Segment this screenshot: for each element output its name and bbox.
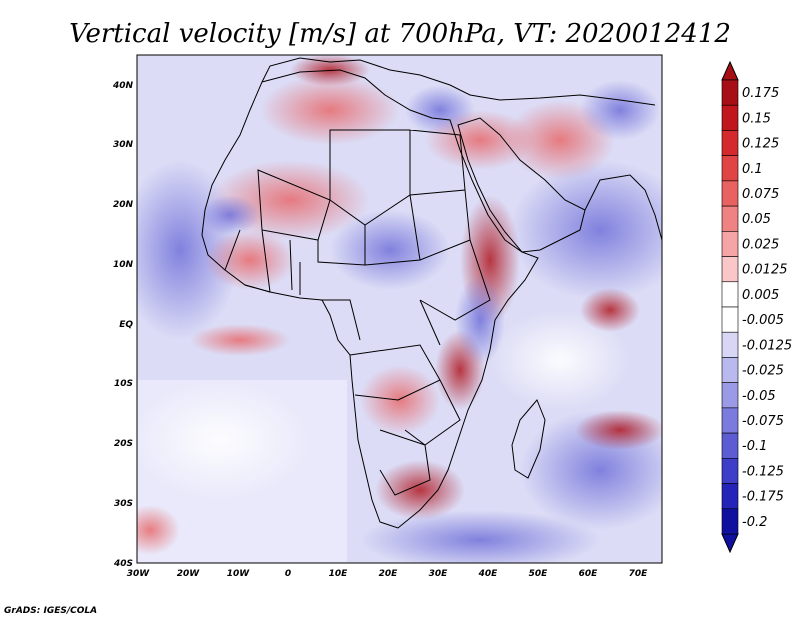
map-title: Vertical velocity [m/s] at 700hPa, VT: 2… (69, 19, 731, 49)
lon-tick-label: 30E (429, 569, 449, 579)
lon-tick-label: 20E (379, 569, 399, 579)
colorbar-segment (721, 180, 739, 207)
colorbar-label: 0.025 (742, 237, 779, 252)
lat-tick-label: 10S (114, 379, 133, 389)
colorbar-label: 0.125 (742, 137, 779, 152)
colorbar-label: 0.175 (742, 86, 779, 101)
colorbar-segment (721, 458, 739, 484)
field-patch (375, 460, 465, 520)
colorbar-segment (721, 508, 739, 535)
lon-tick-label: 70E (629, 569, 649, 579)
colorbar-segment (721, 331, 739, 358)
lat-tick-label: EQ (119, 320, 133, 330)
field-patch (490, 310, 630, 410)
colorbar-label: -0.005 (742, 313, 784, 328)
colorbar-segment (721, 407, 739, 434)
colorbar-segment (721, 382, 739, 409)
field-patch (137, 505, 180, 555)
field-patch (137, 380, 310, 500)
colorbar-label: 0.05 (742, 212, 771, 227)
field-patch (360, 365, 440, 435)
colorbar-segment (721, 357, 739, 383)
field-patch (455, 275, 505, 365)
field-patch (330, 210, 450, 290)
colorbar-label: -0.2 (742, 515, 767, 530)
field-patch (190, 324, 290, 356)
lat-axis: 40N 30N 20N 10N EQ 10S 20S 30S 40S (112, 81, 134, 569)
lat-tick-label: 10N (113, 260, 134, 270)
lon-tick-label: 40E (478, 569, 499, 579)
africa-coastline (201, 69, 539, 529)
internal-borders (224, 129, 491, 496)
country-borders (201, 57, 662, 529)
colorbar-segment (721, 256, 739, 283)
colorbar-segment (721, 155, 739, 182)
europe-coastline (261, 57, 656, 106)
lon-tick-label: 30W (127, 569, 151, 579)
map-frame (136, 54, 663, 564)
lon-tick-label: 60E (579, 569, 599, 579)
lon-tick-label: 0 (285, 569, 291, 579)
lat-tick-label: 20S (114, 439, 133, 449)
colorbar-segment (721, 306, 739, 333)
field-patch (580, 80, 660, 140)
field-patch (575, 410, 662, 450)
madagascar-coastline (511, 399, 546, 479)
colorbar-label: 0.075 (742, 187, 779, 202)
field-patch (260, 75, 400, 145)
colorbar-label: -0.075 (742, 414, 784, 429)
field-patch (205, 230, 295, 290)
lat-tick-label: 40S (113, 559, 133, 569)
lat-tick-label: 20N (113, 200, 134, 210)
velocity-field (137, 55, 662, 563)
colorbar-label: 0.005 (742, 288, 779, 303)
field-patch (200, 195, 260, 235)
colorbar-segment (721, 130, 739, 156)
colorbar-segment (721, 432, 739, 459)
colorbar-segment (721, 205, 739, 232)
field-patch (580, 288, 640, 332)
field-patch (405, 85, 475, 135)
lon-tick-label: 20W (177, 569, 201, 579)
colorbar-label: -0.1 (742, 439, 767, 454)
field-patch (360, 510, 600, 563)
lat-tick-label: 40N (112, 81, 134, 91)
lon-tick-label: 50E (529, 569, 549, 579)
colorbar: 0.175 0.15 0.125 0.1 0.075 0.05 0.025 0.0125 0.0… (721, 60, 792, 554)
lon-tick-label: 10E (329, 569, 349, 579)
colorbar-segment (721, 79, 739, 106)
colorbar-top-arrow (721, 60, 739, 81)
colorbar-bottom-arrow (721, 533, 739, 554)
colorbar-label: -0.0125 (742, 338, 792, 353)
asia-coastline (584, 174, 662, 241)
colorbar-label: 0.0125 (742, 263, 788, 278)
colorbar-label: -0.125 (742, 464, 784, 479)
colorbar-label: -0.175 (742, 490, 784, 505)
colorbar-label: -0.025 (742, 364, 784, 379)
lon-axis: 30W 20W 10W 0 10E 20E 30E 40E 50E 60E 70… (127, 569, 648, 579)
colorbar-segment (721, 483, 739, 510)
arabian-peninsula-coastline (457, 117, 586, 253)
field-patch (510, 160, 662, 300)
lat-tick-label: 30S (114, 499, 133, 509)
lon-tick-label: 10W (227, 569, 251, 579)
colorbar-label: 0.15 (742, 111, 771, 126)
lat-tick-label: 30N (113, 140, 134, 150)
colorbar-label: 0.1 (742, 162, 763, 177)
colorbar-segment (721, 104, 739, 131)
colorbar-label: -0.05 (742, 389, 776, 404)
colorbar-segment (721, 281, 739, 308)
credit-text: GrADS: IGES/COLA (4, 606, 97, 616)
colorbar-segment (721, 231, 739, 257)
